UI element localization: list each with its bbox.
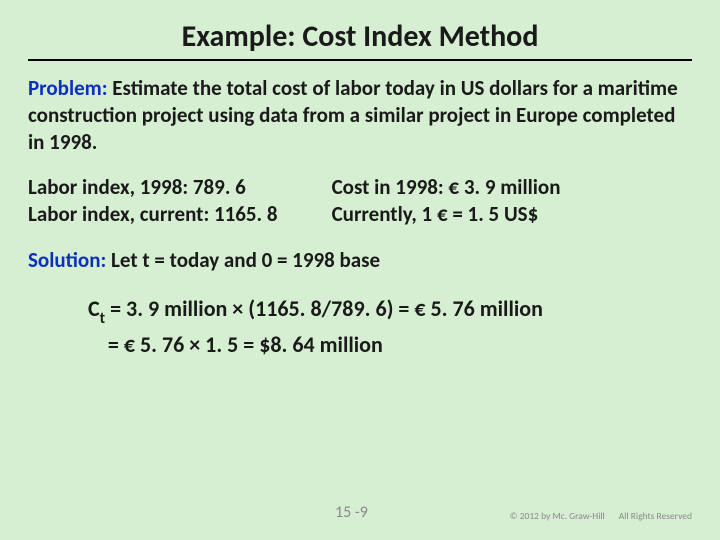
exchange-rate: Currently, 1 € = 1. 5 US$ [332,201,561,229]
equation-var: C [88,295,100,322]
data-row: Labor index, 1998: 789. 6 Labor index, c… [28,174,692,229]
page-number: 15 -9 [335,503,368,522]
equation-rhs1: = 3. 9 million × (1165. 8/789. 6) = € 5.… [105,295,543,322]
solution-text: Let t = today and 0 = 1998 base [106,247,380,273]
title-underline [28,59,692,61]
labor-index-current: Labor index, current: 1165. 8 [28,201,278,229]
equation-rhs2: = € 5. 76 × 1. 5 = $8. 64 million [108,331,383,358]
slide-container: Example: Cost Index Method Problem: Esti… [0,0,720,361]
copyright-block: © 2012 by Mc. Graw-Hill All Rights Reserv… [510,510,692,522]
solution-label: Solution: [28,247,106,273]
equation-line-1: Ct = 3. 9 million × (1165. 8/789. 6) = €… [88,293,692,329]
rights-text: All Rights Reserved [619,510,692,522]
copyright-text: © 2012 by Mc. Graw-Hill [510,510,605,522]
equation-block: Ct = 3. 9 million × (1165. 8/789. 6) = €… [88,293,692,361]
labor-index-1998: Labor index, 1998: 789. 6 [28,174,278,202]
solution-block: Solution: Let t = today and 0 = 1998 bas… [28,247,692,273]
problem-text: Estimate the total cost of labor today i… [28,75,678,155]
equation-indent [88,331,108,358]
equation-line-2: = € 5. 76 × 1. 5 = $8. 64 million [88,329,692,361]
problem-label: Problem: [28,75,108,101]
cost-1998: Cost in 1998: € 3. 9 million [332,174,561,202]
data-col-right: Cost in 1998: € 3. 9 million Currently, … [332,174,561,229]
problem-block: Problem: Estimate the total cost of labo… [28,75,692,156]
equation-subscript: t [100,309,106,328]
slide-title: Example: Cost Index Method [28,18,692,55]
data-col-left: Labor index, 1998: 789. 6 Labor index, c… [28,174,278,229]
